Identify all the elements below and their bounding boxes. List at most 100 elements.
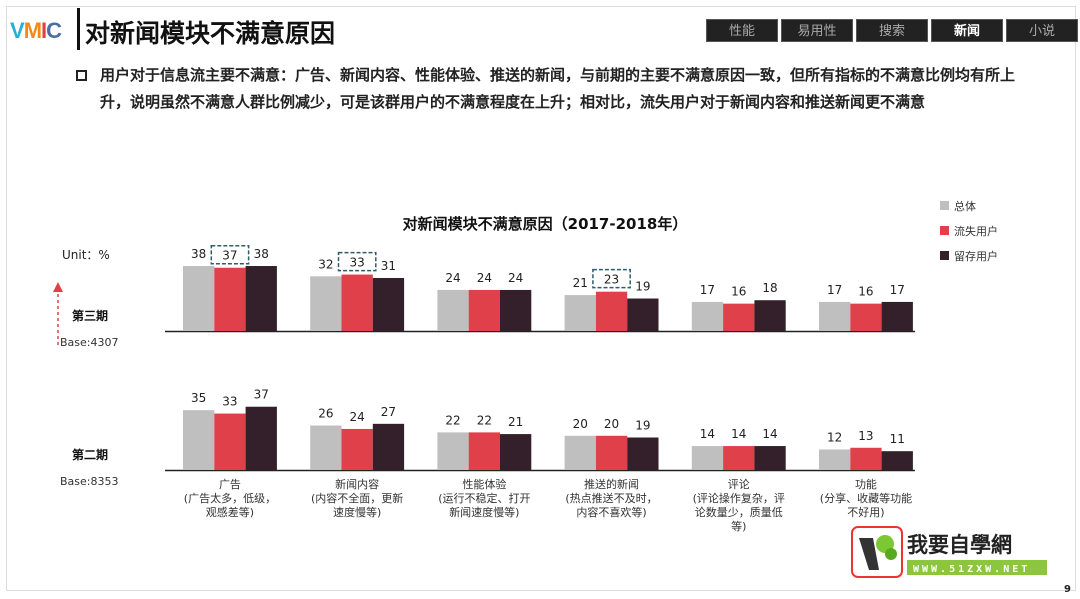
bar [500, 289, 532, 331]
page-title: 对新闻模块不满意原因 [85, 19, 336, 48]
data-label: 20 [573, 417, 588, 431]
bar [214, 413, 246, 470]
highlight-box [337, 251, 377, 272]
chart-title: 对新闻模块不满意原因（2017-2018年） [403, 215, 688, 233]
bullet-square-icon [76, 70, 87, 81]
bar [627, 298, 659, 331]
tab-bar: 性能 易用性 搜索 新闻 小说 [706, 19, 1078, 42]
panel-base: Base:8353 [60, 475, 119, 488]
category-note: 速度慢等) [333, 505, 381, 519]
bar [341, 274, 373, 331]
data-label: 37 [254, 388, 269, 402]
bar [245, 406, 277, 470]
bar [310, 276, 342, 331]
data-label: 24 [445, 271, 460, 285]
category-note: 新闻速度慢等) [449, 505, 519, 519]
data-label: 17 [700, 283, 715, 297]
data-label: 27 [381, 405, 396, 419]
data-label: 24 [508, 271, 523, 285]
legend-label: 留存用户 [954, 249, 998, 263]
tab-0[interactable]: 性能 [706, 19, 778, 42]
category-note: 不好用) [847, 505, 884, 519]
svg-text:WWW.51ZXW.NET: WWW.51ZXW.NET [913, 564, 1030, 575]
legend-swatch [940, 201, 949, 210]
legend-swatch [940, 226, 949, 235]
data-label: 38 [191, 247, 206, 261]
category-note: (评论操作复杂，评 [693, 491, 785, 505]
data-label: 22 [445, 413, 460, 427]
bar [595, 291, 628, 331]
data-label: 16 [731, 285, 746, 299]
data-label: 24 [477, 271, 492, 285]
data-label: 33 [350, 256, 365, 270]
panel-label: 第三期 [72, 308, 108, 323]
bar [691, 301, 724, 331]
data-label: 14 [731, 427, 746, 441]
bar [214, 267, 246, 331]
bar [819, 301, 851, 331]
bar [245, 266, 277, 331]
watermark-logo: 我要自學網 WWW.51ZXW.NET [851, 526, 1049, 578]
tab-2[interactable]: 搜索 [856, 19, 928, 42]
data-label: 24 [350, 410, 365, 424]
bar [595, 435, 628, 470]
bar [468, 432, 500, 470]
bar [850, 447, 882, 470]
bar [754, 446, 786, 470]
data-label: 33 [222, 395, 237, 409]
data-label: 14 [700, 427, 715, 441]
highlight-box [592, 268, 631, 289]
vmic-logo: VMIC [10, 18, 62, 43]
bar [500, 434, 532, 470]
description-text: 用户对于信息流主要不满意：广告、新闻内容、性能体验、推送的新闻，与前期的主要不满… [100, 66, 1016, 111]
trend-arrow-head [53, 282, 63, 292]
data-label: 17 [890, 283, 905, 297]
bar [372, 423, 405, 470]
category-label: 评论 [728, 477, 750, 491]
panel-base: Base:4307 [60, 336, 119, 349]
data-label: 21 [508, 415, 523, 429]
category-note: (运行不稳定、打开 [438, 491, 530, 505]
category-label: 新闻内容 [335, 477, 379, 491]
data-label: 16 [858, 285, 873, 299]
bar [310, 425, 342, 470]
bar [468, 289, 500, 331]
category-note: (热点推送不及时， [565, 491, 657, 505]
bar [819, 449, 851, 470]
legend-label: 流失用户 [954, 224, 998, 238]
page-number: 9 [1064, 584, 1071, 595]
bar [183, 410, 215, 470]
bar [564, 295, 596, 331]
bar [564, 435, 596, 470]
data-label: 23 [604, 273, 619, 287]
legend-label: 总体 [954, 199, 976, 213]
data-label: 35 [191, 391, 206, 405]
tab-4[interactable]: 小说 [1006, 19, 1078, 42]
data-label: 19 [635, 280, 650, 294]
data-label: 14 [762, 427, 777, 441]
data-label: 18 [762, 281, 777, 295]
category-note: 论数量少，质量低 [695, 505, 783, 519]
category-label: 性能体验 [462, 477, 506, 491]
slide-frame [6, 6, 1076, 591]
bar [723, 303, 755, 331]
data-label: 26 [318, 407, 333, 421]
bar [723, 446, 755, 470]
bar [881, 301, 913, 331]
bar [183, 266, 215, 331]
title-divider [77, 8, 80, 50]
category-label: 功能 [855, 477, 877, 491]
bar [850, 303, 882, 331]
tab-3[interactable]: 新闻 [931, 19, 1003, 42]
svg-text:我要自學網: 我要自學網 [907, 533, 1012, 557]
data-label: 32 [318, 257, 333, 271]
category-note: (内容不全面，更新 [311, 491, 403, 505]
data-label: 17 [827, 283, 842, 297]
data-label: 31 [381, 259, 396, 273]
bar [691, 446, 724, 470]
tab-1[interactable]: 易用性 [781, 19, 853, 42]
bar [754, 300, 786, 331]
data-label: 37 [222, 249, 237, 263]
category-note: (分享、收藏等功能 [820, 491, 912, 505]
